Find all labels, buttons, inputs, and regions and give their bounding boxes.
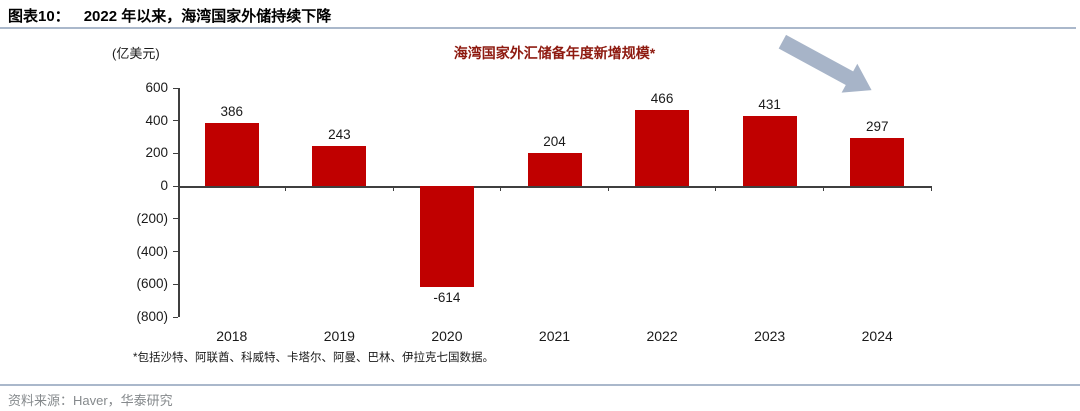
- x-axis-label-2022: 2022: [646, 328, 678, 344]
- bar-value-2023: 431: [758, 96, 781, 112]
- bar-value-2020: -614: [433, 289, 461, 305]
- y-axis-tick-label: (800): [136, 309, 168, 324]
- y-axis-tick: [173, 185, 178, 187]
- chart-title: 海湾国家外汇储备年度新增规模*: [453, 45, 656, 61]
- bar-value-2019: 243: [328, 127, 351, 143]
- y-axis-tick: [173, 120, 178, 122]
- figure-header: 图表10： 2022 年以来，海湾国家外储持续下降: [8, 5, 331, 26]
- x-axis-label-2019: 2019: [323, 328, 355, 344]
- bar-2023: [742, 115, 797, 187]
- bar-2019: [312, 146, 367, 187]
- x-axis-label-2024: 2024: [861, 328, 893, 344]
- bar-2022: [635, 109, 690, 187]
- x-axis-tick: [177, 186, 179, 192]
- y-axis-tick-label: (400): [136, 243, 168, 259]
- bar-2024: [850, 137, 905, 187]
- x-axis-tick: [822, 186, 824, 192]
- x-axis-label-2018: 2018: [216, 328, 248, 344]
- bar-2020: [419, 186, 474, 287]
- x-axis-label-2023: 2023: [754, 328, 786, 344]
- y-axis-tick-label: (600): [136, 276, 168, 292]
- x-axis-line: [178, 186, 931, 188]
- chart-footnote: *包括沙特、阿联酋、科威特、卡塔尔、阿曼、巴林、伊拉克七国数据。: [133, 352, 494, 364]
- y-axis-tick-label: 400: [145, 112, 168, 128]
- bar-value-2021: 204: [543, 133, 566, 149]
- x-axis-tick: [500, 186, 502, 192]
- x-axis-tick: [930, 186, 932, 192]
- y-axis-tick-label: (200): [136, 210, 168, 226]
- y-axis-tick: [173, 218, 178, 220]
- y-axis-tick: [173, 316, 178, 318]
- source-line: 资料来源：Haver，华泰研究: [8, 393, 173, 408]
- x-axis-label-2020: 2020: [431, 328, 463, 344]
- x-axis-label-2021: 2021: [538, 328, 571, 344]
- y-axis-tick-label: 600: [145, 80, 168, 95]
- y-axis-line: [178, 88, 180, 317]
- bar-chart: 600 400 200 0 (200) (400) (600) (800) 386 2018 243…: [136, 80, 932, 344]
- x-axis-tick: [392, 186, 394, 192]
- y-axis-tick: [173, 152, 178, 154]
- bar-2018: [204, 123, 259, 187]
- x-axis-tick: [607, 186, 609, 192]
- y-axis-tick: [173, 87, 178, 89]
- y-axis-tick-label: 200: [145, 145, 168, 161]
- y-axis-tick: [173, 251, 178, 253]
- figure-label: 图表10：: [8, 8, 70, 25]
- trend-down-arrow-icon: [778, 34, 872, 93]
- source-divider: [0, 384, 1080, 386]
- bar-2021: [527, 152, 582, 187]
- y-axis-unit-label: (亿美元): [112, 46, 160, 61]
- header-divider: [0, 27, 1076, 29]
- bar-value-2024: 297: [865, 118, 889, 134]
- figure-title: 2022 年以来，海湾国家外储持续下降: [83, 8, 332, 25]
- x-axis-tick: [285, 186, 287, 192]
- x-axis-tick: [715, 186, 717, 192]
- bar-value-2022: 466: [650, 90, 674, 106]
- y-axis-tick: [173, 283, 178, 285]
- y-axis-tick-label: 0: [160, 178, 168, 194]
- bar-value-2018: 386: [220, 104, 244, 119]
